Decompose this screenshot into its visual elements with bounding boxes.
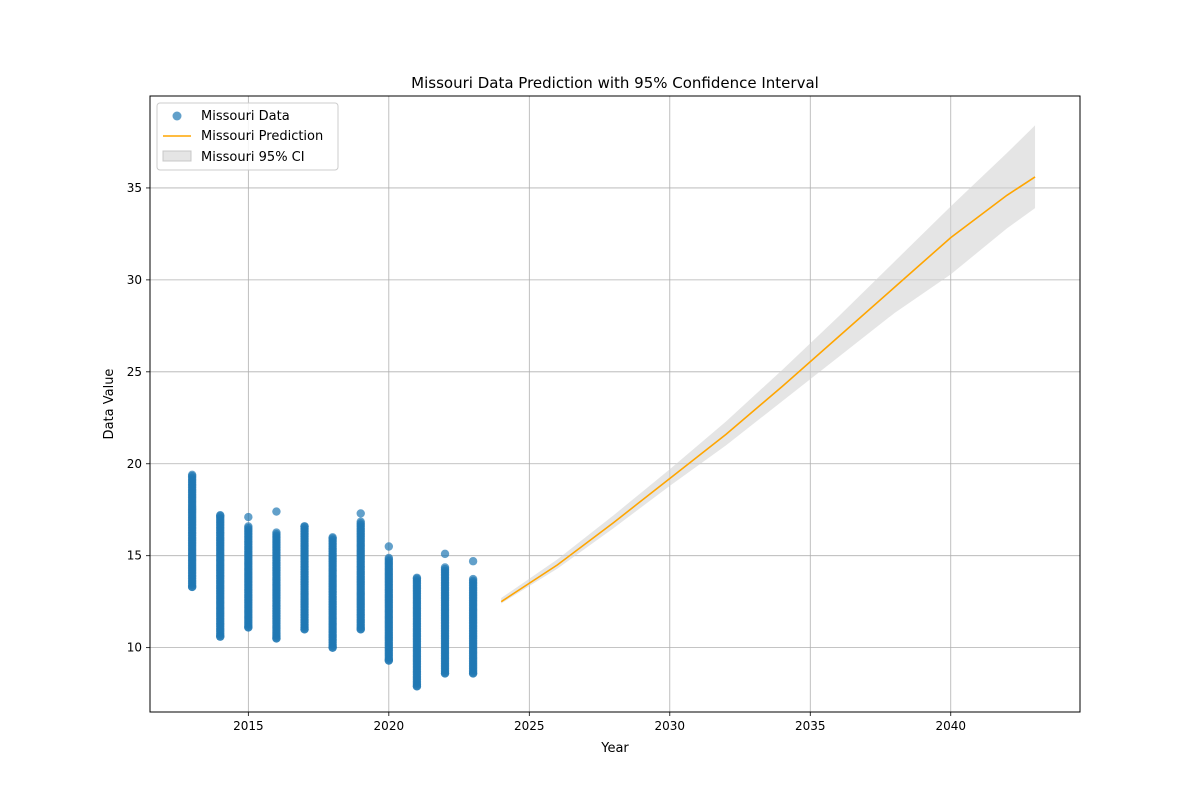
data-point (244, 522, 253, 531)
x-tick-label: 2015 (233, 719, 264, 733)
data-point (412, 573, 422, 582)
data-point (384, 553, 394, 563)
data-point (384, 542, 394, 551)
data-point (216, 511, 225, 520)
x-axis-label: Year (600, 741, 629, 756)
legend-marker-ci (162, 150, 192, 162)
y-tick-label: 20 (127, 457, 142, 471)
y-tick-label: 15 (127, 549, 142, 563)
legend-label-ci: Missouri 95% CI (201, 150, 305, 165)
legend-label-prediction: Missouri Prediction (201, 129, 323, 144)
x-tick-label: 2030 (655, 719, 686, 733)
data-point (412, 682, 422, 691)
data-point (468, 669, 478, 678)
legend-marker-data (172, 111, 182, 121)
data-point (356, 517, 365, 526)
x-tick-label: 2025 (514, 719, 545, 733)
data-point (384, 656, 394, 665)
x-tick-label: 2035 (795, 719, 826, 733)
data-point (244, 623, 253, 632)
data-point (440, 563, 450, 572)
y-tick-label: 30 (127, 273, 142, 287)
data-point (356, 625, 365, 634)
data-point (216, 632, 225, 641)
prediction-line-layer (500, 176, 1036, 603)
legend-box (156, 102, 339, 171)
data-point (328, 533, 337, 542)
x-tick-label: 2020 (374, 719, 405, 733)
data-point (440, 669, 450, 678)
y-tick-label: 25 (127, 365, 142, 379)
data-point (244, 512, 253, 522)
prediction-line (500, 176, 1036, 603)
legend-label-data: Missouri Data (201, 109, 290, 124)
chart-title: Missouri Data Prediction with 95% Confid… (411, 74, 819, 92)
data-point (300, 522, 309, 531)
scatter-layer (187, 470, 478, 691)
y-axis-label: Data Value (102, 369, 117, 440)
data-point (272, 507, 281, 516)
x-tick-label: 2040 (935, 719, 966, 733)
plot-frame (149, 95, 1081, 713)
legend: Missouri Data Missouri Prediction Missou… (156, 102, 339, 171)
data-point (468, 574, 478, 584)
data-point (272, 634, 281, 643)
data-point (187, 470, 197, 479)
y-tick-label: 35 (127, 181, 142, 195)
data-point (440, 549, 450, 559)
data-point (300, 625, 309, 634)
data-point (328, 643, 337, 652)
data-point (468, 557, 478, 566)
y-tick-label: 10 (127, 641, 142, 655)
data-point (356, 509, 365, 518)
data-point (187, 582, 197, 592)
data-point (272, 528, 281, 537)
